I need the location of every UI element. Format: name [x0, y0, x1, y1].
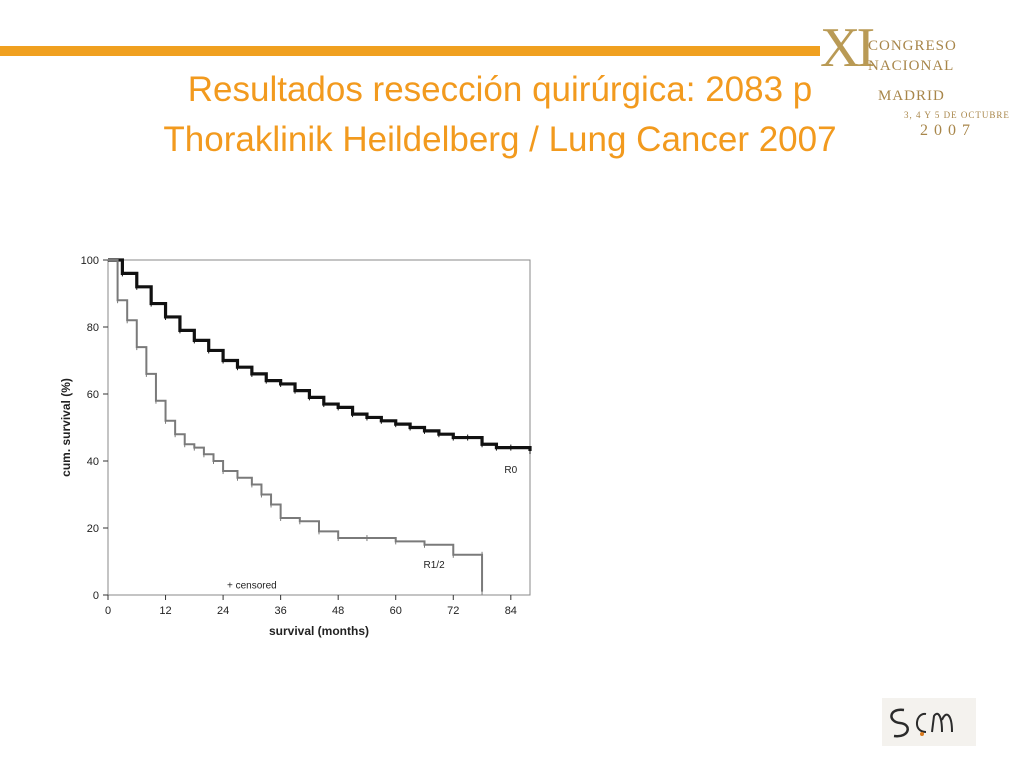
society-logo-m-stroke: [931, 712, 953, 733]
congress-roman-numeral: XI: [820, 17, 875, 79]
censored-legend: + censored: [227, 580, 277, 591]
y-tick-label: 20: [87, 523, 99, 535]
survival-curve-r0: [108, 258, 532, 451]
slide-title-line1: Resultados resección quirúrgica: 2083 p: [187, 70, 813, 109]
x-tick-label: 72: [447, 605, 459, 617]
society-logo-dot: [920, 732, 924, 736]
x-tick-label: 12: [159, 605, 171, 617]
x-tick-label: 24: [217, 605, 229, 617]
society-logo-c-stroke: [916, 712, 927, 733]
congress-logo-line3: MADRID: [878, 88, 945, 104]
title-accent-bar: [0, 46, 820, 56]
congress-logo-line1: CONGRESO: [868, 38, 957, 54]
society-logo-mark: [890, 708, 953, 738]
survival-chart: 0 20 40 60 80 100 0 12 24 36 48 60 72 84 survival (mon…: [40, 250, 550, 645]
survival-curve-r1-2: [108, 259, 484, 592]
plot-frame: [107, 259, 531, 596]
x-tick-label: 84: [505, 605, 517, 617]
x-axis-label: survival (months): [269, 624, 369, 638]
x-tick-label: 48: [332, 605, 344, 617]
y-tick-label: 0: [93, 590, 99, 602]
x-tick-label: 0: [105, 605, 111, 617]
x-tick-label: 60: [390, 605, 402, 617]
congress-logo: XI CONGRESO NACIONAL MADRID 3, 4 Y 5 DE …: [820, 20, 1024, 150]
y-tick-label: 100: [81, 255, 99, 267]
slide-title-line2: Thoraklinik Heildelberg / Lung Cancer 20…: [163, 120, 837, 159]
y-tick-label: 40: [87, 456, 99, 468]
congress-logo-line2: NACIONAL: [868, 58, 955, 74]
society-logo: [882, 698, 976, 746]
series-label-r0: R0: [504, 465, 517, 476]
congress-logo-line5: 2007: [920, 122, 976, 139]
y-axis-label: cum. survival (%): [59, 378, 73, 477]
congress-logo-line4: 3, 4 Y 5 DE OCTUBRE: [904, 110, 1010, 120]
y-tick-label: 60: [87, 389, 99, 401]
series-label-r1-2: R1/2: [424, 560, 446, 571]
society-logo-s-stroke: [890, 708, 909, 738]
survival-chart-svg: 0 20 40 60 80 100 0 12 24 36 48 60 72 84 survival (mon…: [59, 255, 532, 638]
x-tick-label: 36: [275, 605, 287, 617]
y-tick-label: 80: [87, 322, 99, 334]
